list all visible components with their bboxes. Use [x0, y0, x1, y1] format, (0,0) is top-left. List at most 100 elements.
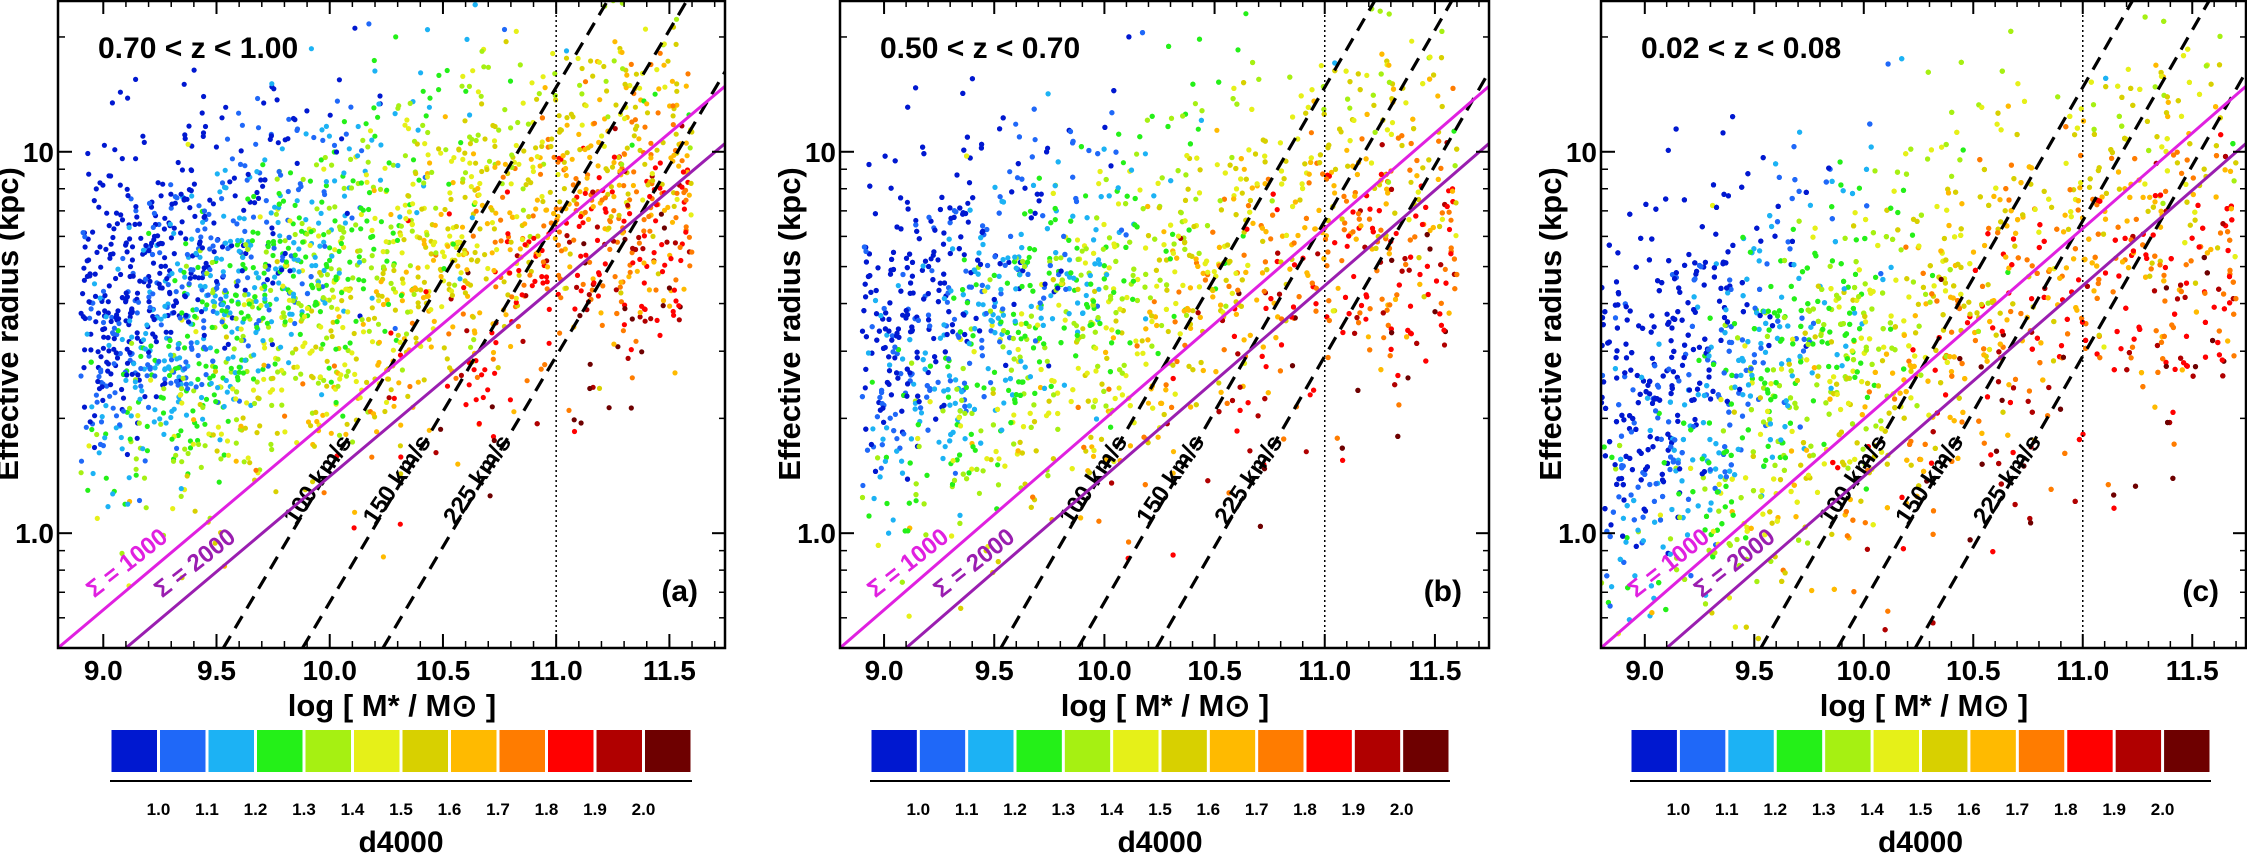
scatter-point — [1247, 197, 1253, 204]
scatter-point — [107, 393, 113, 399]
scatter-point — [1097, 320, 1103, 327]
scatter-point — [1111, 88, 1117, 94]
scatter-point — [942, 444, 948, 450]
scatter-point — [1386, 11, 1392, 17]
scatter-point — [1233, 165, 1239, 172]
scatter-point — [211, 303, 217, 309]
scatter-point — [458, 140, 464, 146]
scatter-point — [450, 324, 456, 330]
scatter-point — [596, 272, 602, 278]
scatter-point — [511, 409, 517, 415]
scatter-point — [1014, 175, 1021, 181]
scatter-point — [1028, 424, 1034, 430]
scatter-point — [398, 471, 404, 477]
scatter-point — [1226, 283, 1232, 289]
scatter-point — [443, 147, 449, 153]
scatter-point — [1193, 196, 1199, 202]
scatter-point — [311, 134, 317, 141]
scatter-point — [188, 167, 194, 173]
scatter-point — [1448, 251, 1454, 257]
scatter-point — [314, 206, 320, 212]
scatter-point — [652, 91, 658, 97]
scatter-point — [994, 406, 1001, 412]
scatter-point — [998, 286, 1004, 293]
colorbar-tick-label: 1.1 — [195, 800, 219, 819]
scatter-point — [96, 204, 102, 210]
scatter-point — [1263, 364, 1269, 370]
scatter-point — [359, 148, 365, 154]
scatter-point — [644, 101, 650, 107]
scatter-point — [166, 365, 172, 371]
scatter-point — [99, 384, 105, 390]
scatter-point — [478, 93, 484, 99]
scatter-point — [968, 284, 975, 290]
scatter-point — [975, 257, 981, 263]
scatter-point — [1211, 269, 1217, 275]
scatter-point — [1388, 186, 1395, 192]
scatter-point — [863, 426, 869, 432]
scatter-point — [214, 171, 220, 177]
scatter-point — [361, 258, 367, 264]
scatter-point — [275, 219, 281, 226]
scatter-point — [182, 274, 188, 280]
scatter-point — [232, 370, 238, 376]
scatter-point — [571, 197, 577, 203]
scatter-point — [449, 292, 455, 298]
scatter-point — [584, 175, 590, 181]
scatter-point — [321, 166, 327, 172]
scatter-point — [507, 210, 513, 216]
scatter-point — [489, 250, 495, 256]
scatter-point — [1277, 368, 1283, 374]
scatter-point — [486, 158, 493, 164]
scatter-point — [198, 309, 205, 315]
scatter-point — [468, 344, 474, 350]
scatter-point — [218, 530, 224, 536]
scatter-point — [182, 345, 188, 351]
scatter-point — [86, 299, 92, 305]
scatter-point — [321, 232, 327, 238]
scatter-point — [1312, 226, 1318, 232]
scatter-point — [588, 143, 594, 149]
scatter-point — [119, 386, 125, 393]
colorbar-tick-label: 1.0 — [147, 800, 171, 819]
scatter-point — [169, 270, 175, 277]
scatter-point — [1317, 160, 1323, 166]
scatter-point — [1111, 458, 1117, 465]
scatter-point — [201, 318, 207, 324]
redshift-label: 0.70 < z < 1.00 — [98, 32, 298, 65]
scatter-point — [1270, 191, 1276, 197]
scatter-point — [530, 168, 537, 175]
scatter-point — [670, 103, 676, 109]
scatter-point — [168, 191, 174, 197]
scatter-point — [125, 501, 131, 507]
scatter-point — [380, 554, 386, 560]
scatter-point — [125, 193, 131, 199]
scatter-point — [596, 385, 603, 391]
scatter-point — [1115, 201, 1122, 207]
scatter-point — [575, 55, 581, 62]
scatter-point — [195, 437, 201, 444]
scatter-point — [96, 374, 102, 380]
scatter-point — [450, 241, 456, 247]
scatter-point — [909, 327, 915, 333]
scatter-point — [544, 279, 550, 285]
scatter-point — [894, 436, 900, 442]
scatter-point — [684, 153, 690, 159]
scatter-point — [1028, 215, 1034, 221]
scatter-point — [1074, 245, 1080, 251]
scatter-point — [898, 226, 904, 232]
scatter-point — [669, 219, 676, 225]
scatter-point — [1142, 284, 1148, 290]
scatter-point — [1196, 284, 1202, 290]
scatter-point — [383, 239, 389, 245]
scatter-point — [155, 180, 161, 186]
scatter-point — [650, 178, 656, 184]
scatter-point — [1354, 315, 1360, 321]
scatter-point — [505, 292, 511, 298]
scatter-point — [111, 336, 117, 342]
scatter-point — [920, 357, 926, 363]
scatter-point — [302, 487, 308, 493]
scatter-point — [369, 305, 375, 311]
scatter-point — [1163, 306, 1169, 312]
scatter-point — [1163, 248, 1169, 254]
